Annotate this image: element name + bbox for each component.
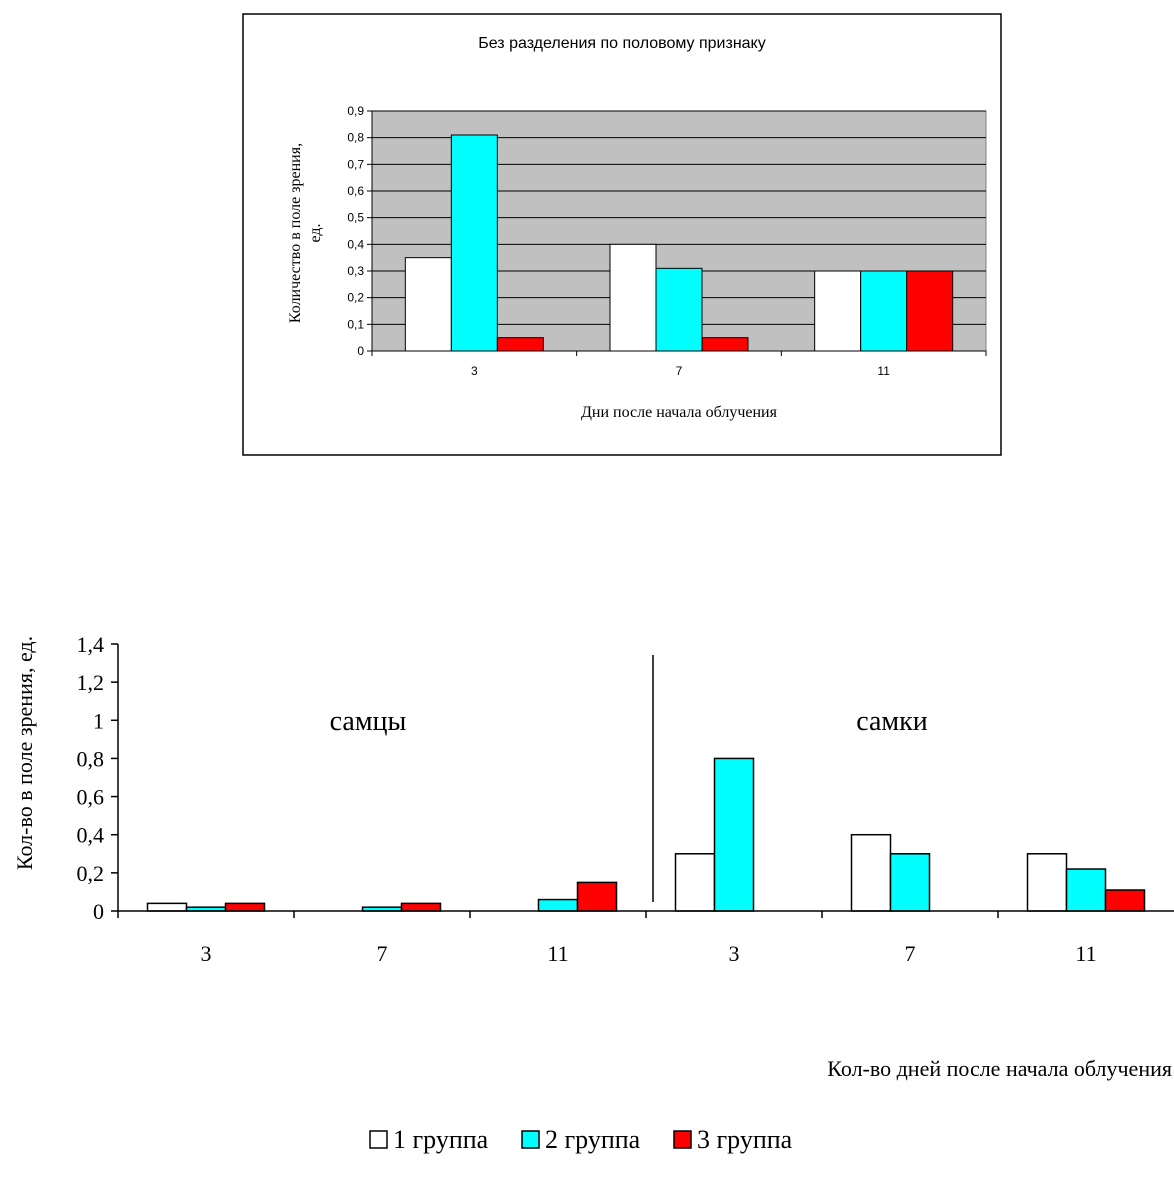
top-chart-ytick-label: 0,6 — [347, 184, 364, 198]
bottom-chart-xtick-label: 11 — [1075, 941, 1096, 966]
top-chart-xtick-label: 3 — [471, 364, 478, 378]
top-chart-bar — [450, 134, 498, 352]
top-chart-bar — [496, 337, 544, 352]
bottom-chart-ytick-label: 0,2 — [77, 861, 105, 886]
legend-label: 1 группа — [393, 1125, 489, 1154]
top-chart-ylabel-line: ед. — [307, 223, 324, 242]
top-chart-ytick-label: 0,9 — [347, 104, 364, 118]
bottom-chart-bar — [850, 833, 892, 912]
bottom-chart-bar — [713, 757, 755, 912]
group-label-females: самки — [856, 706, 928, 737]
legend-swatch — [673, 1130, 692, 1149]
bottom-chart-ytick-label: 0,4 — [77, 823, 105, 848]
bottom-chart-ytick-label: 1,4 — [77, 632, 105, 657]
top-chart-ytick-label: 0,8 — [347, 131, 364, 145]
bottom-chart-xtick-label: 3 — [729, 941, 740, 966]
legend-swatch — [369, 1130, 388, 1149]
bottom-chart-bar — [889, 853, 931, 912]
bottom-chart-ytick-label: 1,2 — [77, 670, 105, 695]
bottom-chart-ylabel: Кол-во в поле зрения, ед. — [12, 636, 37, 870]
bottom-chart-xtick-label: 11 — [547, 941, 568, 966]
top-chart-bar — [701, 337, 749, 352]
top-chart-ytick-label: 0,3 — [347, 264, 364, 278]
bottom-chart-bars — [146, 757, 1146, 912]
bottom-chart-bar — [576, 881, 618, 912]
legend-label: 2 группа — [545, 1125, 641, 1154]
top-chart-xtick-label: 7 — [676, 364, 683, 378]
top-chart-ylabel-line: Количество в поле зрения, — [287, 143, 304, 323]
bottom-chart-xtick-label: 7 — [905, 941, 916, 966]
bottom-chart-ytick-label: 0,6 — [77, 785, 105, 810]
bottom-chart-ytick-label: 0 — [93, 899, 104, 924]
bottom-chart-xtick-label: 3 — [201, 941, 212, 966]
bottom-chart-bar — [224, 902, 266, 912]
top-chart-bars — [404, 134, 954, 352]
legend-swatch — [521, 1130, 540, 1149]
bottom-chart-bar — [1026, 853, 1068, 912]
top-chart-bar — [404, 257, 452, 352]
top-chart-bar — [906, 270, 954, 352]
top-chart-bar — [655, 267, 703, 352]
bottom-chart-bar — [400, 902, 442, 912]
top-chart-ytick-label: 0,1 — [347, 317, 364, 331]
top-chart-axes: 0 0,1 0,2 0,3 0,4 0,5 0,6 0,7 0,8 0,9 3 7 11 — [347, 104, 987, 378]
top-chart-bar — [814, 270, 862, 352]
top-chart-bar — [860, 270, 908, 352]
top-chart-title: Без разделения по половому признаку — [478, 35, 765, 52]
top-chart-bar — [609, 243, 657, 352]
group-label-males: самцы — [330, 706, 407, 737]
bottom-chart-bar — [1065, 868, 1107, 912]
bottom-chart-legend: 1 группа 2 группа 3 группа — [369, 1125, 793, 1154]
bottom-chart-xlabel: Кол-во дней после начала облучения — [827, 1056, 1172, 1081]
top-chart-ytick-label: 0,5 — [347, 211, 364, 225]
bottom-chart-xtick-label: 7 — [377, 941, 388, 966]
bottom-chart-ytick-label: 1 — [93, 708, 104, 733]
bottom-chart-ytick-label: 0,8 — [77, 746, 105, 771]
bottom-chart-bar — [146, 902, 188, 912]
bottom-chart-bar — [537, 898, 579, 912]
top-chart-ylabel: Количество в поле зрения, ед. — [287, 143, 324, 323]
top-chart-ytick-label: 0,7 — [347, 157, 364, 171]
bottom-chart-axes: 0 0,2 0,4 0,6 0,8 1 1,2 1,4 3 7 11 3 7 11 — [77, 632, 1174, 966]
top-chart-xlabel: Дни после начала облучения — [581, 404, 778, 421]
top-chart-ytick-label: 0,2 — [347, 291, 364, 305]
legend-label: 3 группа — [697, 1125, 793, 1154]
top-chart-ytick-label: 0,4 — [347, 237, 364, 251]
bottom-chart-bar — [1104, 889, 1146, 912]
bottom-chart-bar — [674, 853, 716, 912]
top-chart-xtick-label: 11 — [877, 364, 890, 378]
top-chart-ytick-label: 0 — [357, 344, 364, 358]
